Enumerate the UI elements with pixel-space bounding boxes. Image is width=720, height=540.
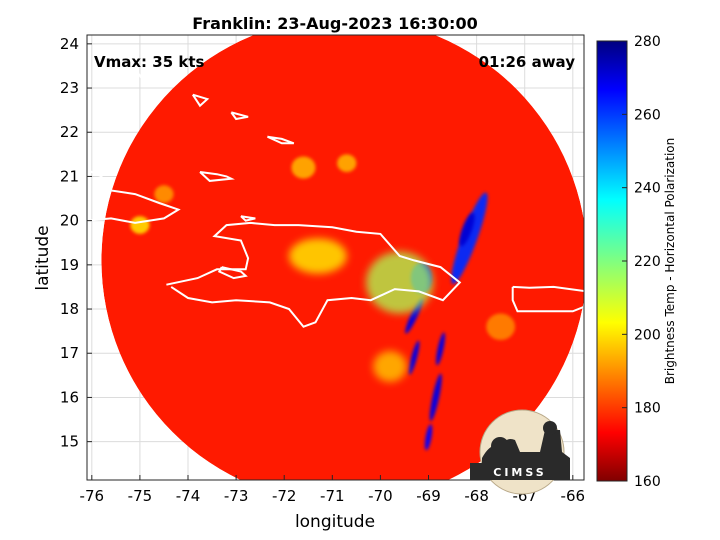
x-tick-label: -71 <box>320 487 345 505</box>
vmax-annotation: Vmax: 35 kts <box>94 53 204 71</box>
y-tick-label: 17 <box>60 344 79 362</box>
y-tick-label: 16 <box>60 388 79 406</box>
convection-cell <box>424 424 433 451</box>
convection-cell <box>373 351 407 382</box>
x-tick-label: -74 <box>176 487 201 505</box>
y-tick-label: 18 <box>60 300 79 318</box>
colorbar-label: Brightness Temp - Horizontal Polarizatio… <box>663 138 677 385</box>
convection-cell <box>486 313 516 340</box>
y-tick-label: 23 <box>60 79 79 97</box>
coastline-long <box>129 60 148 87</box>
colorbar-tick-label: 240 <box>634 181 661 197</box>
plot-content <box>87 35 584 480</box>
convection-cell <box>130 216 150 234</box>
y-tick-label: 15 <box>60 433 79 451</box>
convection-cell <box>429 373 442 422</box>
water-tower-icon <box>543 421 557 435</box>
coastline-gonave <box>217 266 248 280</box>
colorbar-tick-label: 180 <box>634 401 661 417</box>
coastline-puertorico <box>511 285 584 313</box>
convection-cell <box>289 238 347 274</box>
cimss-logo: CIMSS <box>470 409 570 495</box>
convection-cell <box>451 192 488 285</box>
colorbar-tick-label: 160 <box>634 474 661 490</box>
x-tick-label: -72 <box>272 487 297 505</box>
y-axis: 15 16 17 18 19 20 21 22 23 24 <box>60 35 92 451</box>
y-axis-label: latitude <box>33 225 53 290</box>
x-tick-label: -68 <box>464 487 489 505</box>
logo-bar <box>470 463 570 480</box>
colorbar-tick-label: 220 <box>634 254 661 270</box>
y-tick-label: 20 <box>60 212 79 230</box>
coastline-tortuga <box>240 215 256 222</box>
logo-text: CIMSS <box>493 466 546 479</box>
x-tick-label: -66 <box>561 487 586 505</box>
time-away-annotation: 01:26 away <box>479 53 576 71</box>
x-tick-label: -70 <box>368 487 393 505</box>
x-axis: -76 -75 -74 -73 -72 -71 -70 -69 -68 -67 -66 <box>80 475 586 505</box>
y-tick-label: 24 <box>60 35 79 53</box>
convection-cell <box>408 340 420 375</box>
brightness-features <box>130 154 516 451</box>
convection-cell <box>291 156 316 179</box>
convection-cell <box>337 154 357 173</box>
coastline-cuba <box>87 168 181 224</box>
coastline-caicos <box>266 135 295 145</box>
convection-cell <box>459 212 475 247</box>
y-tick-label: 21 <box>60 167 79 185</box>
convection-cell <box>436 332 446 366</box>
radar-dish-icon <box>491 437 509 455</box>
coastline-hispaniola <box>166 221 462 328</box>
convection-cell <box>154 185 174 203</box>
convection-cell <box>365 251 434 314</box>
coastline-mayaguana <box>230 111 249 121</box>
coastline-inagua <box>199 171 235 182</box>
x-axis-label: longitude <box>295 512 375 532</box>
x-tick-label: -75 <box>128 487 153 505</box>
y-tick-label: 22 <box>60 123 79 141</box>
x-tick-label: -73 <box>224 487 249 505</box>
y-tick-label: 19 <box>60 256 79 274</box>
colorbar-tick-label: 280 <box>634 34 661 50</box>
chart-title: Franklin: 23-Aug-2023 16:30:00 <box>192 14 477 33</box>
colorbar-tick-label: 200 <box>634 327 661 343</box>
x-tick-label: -69 <box>416 487 441 505</box>
axes-frame <box>86 34 585 481</box>
coastlines <box>87 60 584 328</box>
colorbar-tick-label: 260 <box>634 107 661 123</box>
coastline-acklins <box>191 93 210 108</box>
x-tick-label: -76 <box>80 487 105 505</box>
colorbar-ticks: 160 180 200 220 240 260 280 <box>622 34 661 490</box>
